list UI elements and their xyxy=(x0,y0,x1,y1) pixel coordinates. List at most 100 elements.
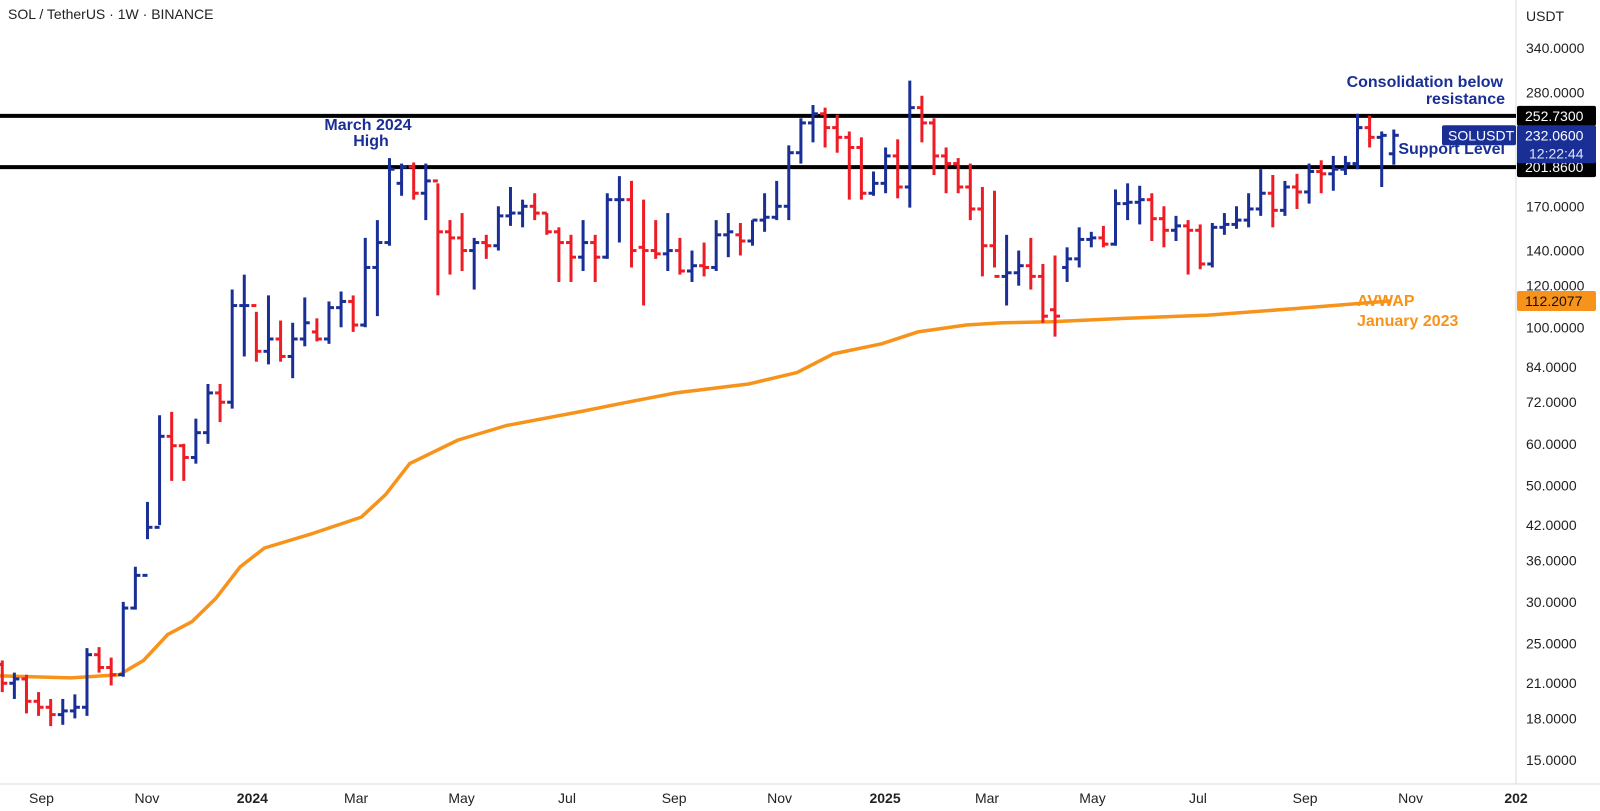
ohlc-bar xyxy=(928,118,939,175)
ohlc-bar xyxy=(1050,255,1061,337)
ohlc-bar xyxy=(444,220,455,275)
header-separator: · xyxy=(105,6,118,22)
ohlc-bar xyxy=(590,234,601,282)
y-tick-label: 120.0000 xyxy=(1526,278,1585,294)
ohlc-bar xyxy=(372,220,383,317)
ohlc-bar xyxy=(699,242,710,277)
ohlc-bar xyxy=(33,692,44,716)
header-separator: · xyxy=(138,6,152,22)
ohlc-bar xyxy=(565,234,576,282)
ohlc-bar xyxy=(1001,234,1012,306)
ohlc-bar xyxy=(505,186,516,226)
ohlc-bar xyxy=(311,318,322,342)
ohlc-bar xyxy=(215,383,226,423)
avwap-price-label: 112.2077 xyxy=(1525,293,1583,309)
ohlc-bar xyxy=(57,698,68,725)
ohlc-bar xyxy=(1195,224,1206,270)
ohlc-bar xyxy=(686,250,697,282)
avwap-series xyxy=(0,299,1392,680)
ohlc-bar xyxy=(1340,155,1351,175)
ohlc-bar xyxy=(94,647,105,673)
x-tick-label: Sep xyxy=(29,790,54,806)
interval-label[interactable]: 1W xyxy=(117,6,139,22)
ohlc-bar xyxy=(1231,206,1242,229)
ohlc-bar xyxy=(275,320,286,362)
ohlc-bar xyxy=(1134,185,1145,225)
ohlc-bar xyxy=(118,601,129,677)
ohlc-bar xyxy=(1158,206,1169,248)
x-tick-label: Nov xyxy=(1398,790,1423,806)
ohlc-bar xyxy=(904,80,915,208)
ohlc-bar xyxy=(1376,131,1387,187)
ohlc-bar xyxy=(130,566,141,610)
ohlc-bar xyxy=(45,698,56,727)
x-tick-label: May xyxy=(1079,790,1105,806)
ohlc-bar xyxy=(263,295,274,365)
ohlc-bar xyxy=(1267,174,1278,228)
march-high-annotation: High xyxy=(353,133,389,150)
ohlc-bar xyxy=(553,227,564,282)
y-tick-label: 340.0000 xyxy=(1526,40,1585,56)
ohlc-bar xyxy=(1328,155,1339,191)
ohlc-bar xyxy=(1074,227,1085,268)
x-tick-label: Mar xyxy=(344,790,368,806)
ohlc-bar xyxy=(868,171,879,196)
resistance-price-tag xyxy=(1517,105,1596,126)
x-tick-label: Nov xyxy=(134,790,159,806)
ohlc-bar xyxy=(493,206,504,251)
y-tick-label: 42.0000 xyxy=(1526,517,1577,533)
ohlc-bar xyxy=(578,220,589,271)
ohlc-bar xyxy=(1243,193,1254,228)
ohlc-bar xyxy=(626,180,637,268)
ohlc-bar xyxy=(977,186,988,277)
x-tick-label: Sep xyxy=(1293,790,1318,806)
y-tick-label: 280.0000 xyxy=(1526,84,1585,100)
y-tick-label: 30.0000 xyxy=(1526,594,1577,610)
ohlc-bar xyxy=(1316,160,1327,194)
avwap-line xyxy=(0,299,1392,680)
x-tick-label: Jul xyxy=(558,790,576,806)
ohlc-bar xyxy=(529,193,540,221)
ohlc-bar xyxy=(1013,250,1024,286)
avwap-annotation: January 2023 xyxy=(1357,313,1459,330)
ohlc-bar xyxy=(650,220,661,259)
ohlc-bar xyxy=(299,297,310,347)
ohlc-bar xyxy=(1255,169,1266,216)
ohlc-bar xyxy=(154,415,165,529)
ohlc-bar xyxy=(1037,263,1048,323)
x-tick-label: 2025 xyxy=(869,790,900,806)
ohlc-bar xyxy=(106,657,117,686)
march-high-annotation: March 2024 xyxy=(324,117,411,134)
ohlc-bar xyxy=(227,289,238,409)
x-tick-label: 2024 xyxy=(237,790,268,806)
ohlc-bar xyxy=(9,672,20,699)
symbol-name[interactable]: SOL / TetherUS xyxy=(8,6,106,22)
price-axis[interactable]: 340.0000 280.0000 170.0000 140.0000 120.0000… xyxy=(1526,40,1585,768)
ohlc-bar xyxy=(1388,129,1399,165)
x-tick-label: Mar xyxy=(975,790,999,806)
ohlc-bar xyxy=(408,162,419,200)
ohlc-bar xyxy=(807,105,818,143)
y-tick-label: 72.0000 xyxy=(1526,394,1577,410)
ohlc-bar xyxy=(735,222,746,256)
time-axis[interactable]: Sep Nov 2024 Mar May Jul Sep Nov 2025 Mar May Jul Se… xyxy=(29,790,1528,806)
ohlc-bar xyxy=(142,501,153,577)
y-tick-label: 140.0000 xyxy=(1526,243,1585,259)
ohlc-bar xyxy=(1183,220,1194,275)
ohlc-bar xyxy=(989,190,1000,278)
ohlc-bar xyxy=(844,131,855,200)
avwap-price-tag xyxy=(1517,291,1596,312)
ohlc-bar xyxy=(1062,247,1073,282)
ohlc-bar xyxy=(880,147,891,194)
ohlc-bar xyxy=(783,145,794,221)
ohlc-bar xyxy=(21,674,32,714)
ohlc-bar xyxy=(1098,225,1109,248)
ohlc-series xyxy=(0,80,1399,727)
ohlc-bar xyxy=(1352,113,1363,170)
ohlc-bar xyxy=(892,139,903,199)
ohlc-bar xyxy=(287,322,298,379)
ohlc-bar xyxy=(747,218,758,246)
ohlc-bar xyxy=(432,179,443,296)
